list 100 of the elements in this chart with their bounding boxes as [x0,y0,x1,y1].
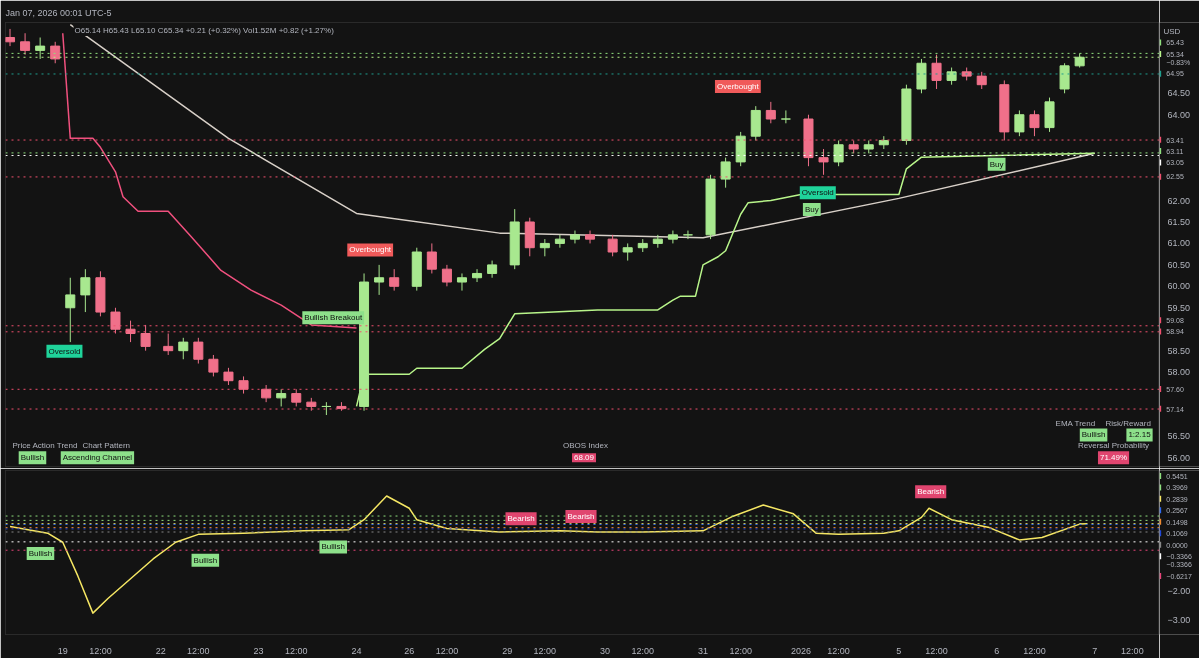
candlestick [1014,109,1025,137]
annotation: Bearish [917,487,945,497]
y-tick-label: 58.50 [1167,345,1191,356]
candlestick [456,272,467,292]
category-label: 7 [1092,645,1098,656]
category-label: 12:00 [435,645,459,656]
annotation: 1:2.15 [1128,430,1152,440]
candlestick [682,230,693,240]
category-label: 12:00 [89,645,112,656]
annotation: Buy [989,159,1004,169]
candlestick [569,230,580,244]
annotation: Bullish [321,542,346,552]
y-tick-label: −2.00 [1167,585,1191,596]
candlestick [780,109,791,124]
candlestick [140,324,151,352]
y-tick-label: 62.00 [1167,195,1191,206]
category-label: 12:00 [187,645,210,656]
y-tick-label: 61.00 [1167,238,1191,249]
annotation: OBOS Index [563,441,608,451]
annotation: Bullish [28,549,53,559]
candlestick [80,268,91,313]
category-label: 22 [155,645,166,656]
y-tick-label: 58.00 [1167,367,1191,378]
candlestick [607,234,618,257]
category-label: 12:00 [533,645,557,656]
category-label: 12:00 [925,645,948,656]
y-tick-label: −3.00 [1167,614,1191,625]
annotation: Bearish [507,514,535,524]
text: USD [1163,26,1181,36]
candlestick [374,264,385,296]
annotation: Bullish [193,555,218,565]
y-tick-label: 60.50 [1167,259,1191,270]
annotation: EMA Trend [1055,418,1096,428]
y-tick-label: 56.00 [1167,452,1191,463]
candlestick [667,230,678,244]
candlestick [472,268,483,283]
y-tick-label: 61.50 [1167,216,1191,227]
candlestick [1029,109,1040,137]
annotation: Price Action Trend [12,441,78,451]
y-tick-label: 59.50 [1167,302,1191,313]
annotation: Bullish [20,453,45,463]
candlestick [585,230,596,244]
chart-title: Jan 07, 2026 00:01 UTC-5 [5,7,112,18]
candlestick [1059,62,1070,94]
candlestick [65,277,76,343]
annotation: Oversold [48,346,81,356]
candlestick [931,54,942,90]
category-label: 2026 [790,645,811,656]
candlestick [441,264,452,287]
y-tick-label: 60.00 [1167,281,1191,292]
category-label: 23 [253,645,264,656]
annotation: Overbought [349,245,392,255]
annotation: Buy [804,205,819,215]
candlestick [193,337,204,365]
annotation: 71.49% [1099,453,1128,463]
annotation: Bearish [567,512,595,522]
chart-subtitle: O65.14 H65.43 L65.10 C65.34 +0.21 (+0.32%) Vol1.52M +0.82 (+1.27%) [74,26,335,35]
annotation: Reversal Probability [1077,441,1150,451]
category-label: 5 [896,645,902,656]
candlestick [765,101,776,124]
candlestick [163,333,174,356]
annotation: Bullish [1081,430,1106,440]
y-tick-label: 64.50 [1167,88,1191,99]
category-label: 12:00 [631,645,655,656]
category-label: 30 [600,645,611,656]
candlestick [20,32,31,56]
line-series [69,23,1096,239]
category-label: 12:00 [729,645,752,656]
annotation: Chart Pattern [82,441,131,451]
candlestick [321,401,332,416]
annotation: Risk/Reward [1105,418,1151,428]
category-label: 12:00 [285,645,308,656]
candlestick [178,337,189,360]
candlestick [833,139,844,167]
category-label: 31 [698,645,709,656]
y-tick-label: 64.00 [1167,109,1191,120]
candlestick [125,320,136,343]
category-label: 12:00 [1023,645,1046,656]
annotation: Bullish Breakout [304,313,363,323]
annotation: Ascending Channel [62,453,133,463]
category-label: 12:00 [827,645,850,656]
category-label: 24 [351,645,362,656]
candlestick [110,307,121,335]
candlestick [426,242,437,274]
category-label: 12:00 [1121,645,1144,656]
candlestick [720,157,731,189]
candlestick [389,268,400,292]
annotation: Overbought [716,81,760,91]
candlestick [35,37,46,60]
category-label: 6 [994,645,1000,656]
candlestick [208,354,219,377]
candlestick [818,148,829,176]
category-label: 26 [404,645,415,656]
candlestick [5,28,16,47]
category-label: 19 [57,645,68,656]
candlestick [554,234,565,249]
category-label: 29 [502,645,513,656]
annotation: Oversold [801,188,834,198]
y-tick-label: 56.50 [1167,431,1191,442]
annotation: 68.09 [573,453,595,463]
